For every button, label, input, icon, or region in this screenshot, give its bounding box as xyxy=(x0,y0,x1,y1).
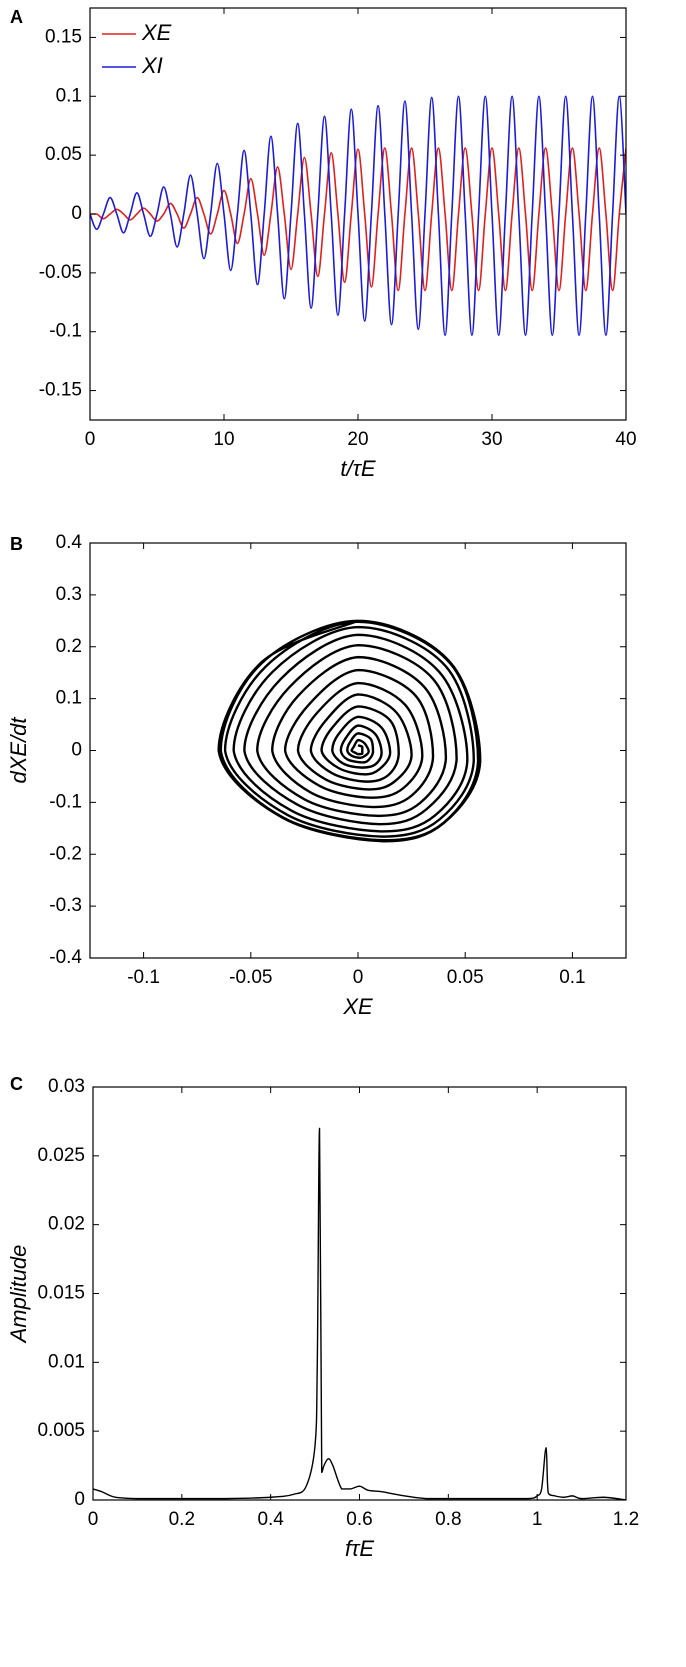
y-tick-label: 0.05 xyxy=(45,144,82,165)
x-tick-label: 0 xyxy=(88,1509,99,1530)
data-line xyxy=(93,1127,626,1500)
x-tick-label: 30 xyxy=(481,429,502,450)
x-tick-label: 0.4 xyxy=(257,1509,284,1530)
y-tick-label: 0.015 xyxy=(37,1283,85,1304)
x-tick-label: 1.2 xyxy=(613,1509,639,1530)
x-tick-label: 0.05 xyxy=(447,967,484,988)
plot-frame xyxy=(89,542,627,959)
x-axis-label: XE xyxy=(342,994,373,1019)
y-tick-label: 0.3 xyxy=(56,584,82,605)
x-tick-label: 0.6 xyxy=(346,1509,372,1530)
panel: 0 10 20 30 40 -0.15 -0.1 -0.05 0 0.05 0.1 0.15 At/τE… xyxy=(10,7,637,481)
plot-area xyxy=(93,1127,626,1500)
x-tick-label: 1 xyxy=(532,1509,543,1530)
y-tick-label: 0.1 xyxy=(56,85,82,106)
y-tick-label: 0 xyxy=(71,203,82,224)
panel-label: A xyxy=(10,7,23,27)
y-tick-label: 0.03 xyxy=(48,1076,85,1097)
x-axis-label: fτE xyxy=(345,1536,374,1561)
x-axis-label: t/τE xyxy=(340,456,375,481)
y-tick-label: -0.2 xyxy=(49,843,82,864)
y-tick-label: -0.1 xyxy=(49,321,82,342)
legend-label: XI xyxy=(141,53,163,78)
y-tick-label: 0 xyxy=(71,740,82,761)
x-tick-label: 0 xyxy=(85,429,96,450)
panel: -0.1 -0.05 0 0.05 0.1 -0.4 -0.3 -0.2 -0.1 0 0.1 0.2… xyxy=(6,532,627,1019)
y-tick-label: -0.15 xyxy=(39,380,82,401)
data-line xyxy=(217,619,482,843)
x-tick-label: 0.8 xyxy=(435,1509,461,1530)
data-line xyxy=(90,95,626,337)
x-tick-label: 40 xyxy=(615,429,636,450)
plot-frame xyxy=(92,1086,627,1501)
y-tick-label: 0.01 xyxy=(48,1351,85,1372)
y-axis-label: Amplitude xyxy=(6,1245,31,1345)
x-tick-label: 10 xyxy=(213,429,234,450)
y-tick-label: 0 xyxy=(74,1489,85,1510)
y-tick-label: 0.02 xyxy=(48,1214,85,1235)
plot-area xyxy=(217,619,482,843)
y-tick-label: 0.005 xyxy=(37,1420,85,1441)
y-tick-label: 0.2 xyxy=(56,636,82,657)
x-tick-label: 20 xyxy=(347,429,368,450)
x-tick-label: -0.05 xyxy=(229,967,272,988)
legend-label: XE xyxy=(141,20,172,45)
x-tick-label: -0.1 xyxy=(127,967,160,988)
y-tick-label: -0.1 xyxy=(49,791,82,812)
x-tick-label: 0 xyxy=(353,967,364,988)
plot-area xyxy=(90,95,626,337)
y-tick-label: 0.025 xyxy=(37,1145,85,1166)
x-tick-label: 0.1 xyxy=(559,967,585,988)
y-tick-label: 0.4 xyxy=(56,532,83,553)
panel: 0 0.2 0.4 0.6 0.8 1 1.2 0 0.005 0.01 0.015 0.02 0.02… xyxy=(6,1074,639,1561)
panel-label: C xyxy=(10,1074,23,1094)
y-tick-label: -0.05 xyxy=(39,262,82,283)
y-tick-label: 0.1 xyxy=(56,688,82,709)
panel-label: B xyxy=(10,534,23,554)
y-tick-label: 0.15 xyxy=(45,26,82,47)
y-tick-label: -0.4 xyxy=(49,947,82,968)
y-tick-label: -0.3 xyxy=(49,895,82,916)
x-tick-label: 0.2 xyxy=(169,1509,195,1530)
y-axis-label: dXE/dt xyxy=(6,717,31,784)
